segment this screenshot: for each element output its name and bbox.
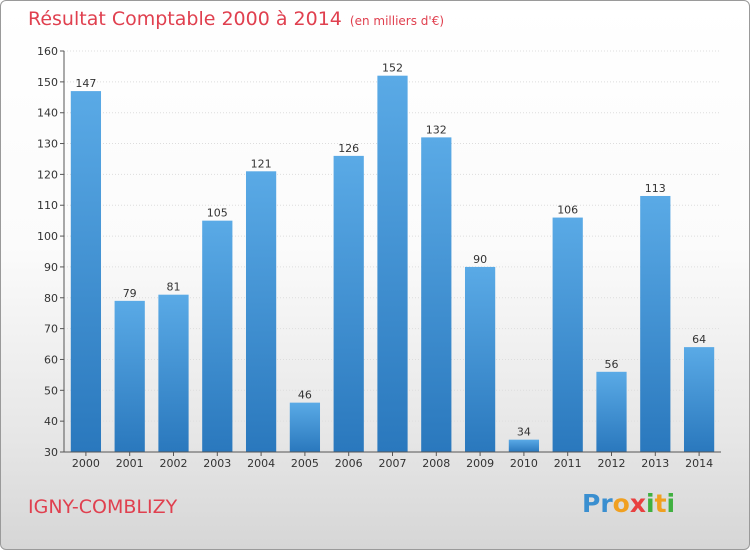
x-tick-label-2005: 2005 (291, 457, 319, 470)
y-tick-label: 60 (44, 353, 58, 366)
data-label-2005: 46 (298, 389, 312, 402)
x-tick-label-2014: 2014 (685, 457, 713, 470)
x-tick-label-2013: 2013 (641, 457, 669, 470)
bar-2013 (640, 195, 671, 452)
bar-2003 (202, 220, 233, 452)
bar-2004 (245, 171, 277, 453)
data-label-2003: 105 (207, 207, 228, 220)
data-label-2009: 90 (473, 253, 487, 266)
y-tick-label: 30 (44, 446, 58, 459)
bar-2012 (596, 371, 627, 452)
chart-title: Résultat Comptable 2000 à 2014 (en millie… (28, 8, 444, 30)
logo-letter: x (629, 489, 646, 518)
y-tick-label: 80 (44, 292, 58, 305)
bar-2011 (552, 217, 583, 452)
x-tick-label-2001: 2001 (116, 457, 144, 470)
bar-2006 (333, 155, 364, 452)
bar-2000 (70, 91, 102, 452)
x-tick-label-2002: 2002 (160, 457, 188, 470)
y-tick-label: 90 (44, 261, 58, 274)
y-tick-label: 100 (37, 230, 58, 243)
x-tick-label-2007: 2007 (379, 457, 407, 470)
data-label-2014: 64 (692, 333, 706, 346)
logo-letter: i (666, 489, 676, 518)
data-label-2007: 152 (382, 62, 403, 75)
y-tick-label: 70 (44, 323, 58, 336)
x-tick-label-2000: 2000 (72, 457, 100, 470)
bar-2001 (114, 300, 145, 452)
x-tick-label-2011: 2011 (554, 457, 582, 470)
logo-letter: i (646, 489, 655, 518)
bar-2007 (377, 75, 408, 452)
data-label-2010: 34 (517, 426, 531, 439)
y-tick-label: 40 (44, 415, 58, 428)
data-label-2000: 147 (75, 77, 96, 90)
y-tick-label: 150 (37, 76, 58, 89)
bar-2009 (464, 266, 496, 452)
data-label-2008: 132 (426, 123, 447, 136)
logo-letter: r (600, 489, 613, 518)
bar-2010 (508, 439, 540, 452)
x-tick-label-2009: 2009 (466, 457, 494, 470)
y-tick-label: 160 (37, 45, 58, 58)
data-label-2004: 121 (251, 157, 272, 170)
y-tick-label: 50 (44, 384, 58, 397)
logo-letter: o (612, 489, 630, 518)
logo-letter: P (582, 489, 601, 518)
y-tick-label: 130 (37, 138, 58, 151)
x-tick-label-2006: 2006 (335, 457, 363, 470)
bar-2005 (289, 402, 321, 452)
x-tick-label-2003: 2003 (203, 457, 231, 470)
chart-subtitle: (en milliers d'€) (349, 14, 445, 28)
data-label-2001: 79 (123, 287, 137, 300)
x-tick-label-2008: 2008 (422, 457, 450, 470)
bar-2008 (421, 137, 452, 452)
x-tick-label-2010: 2010 (510, 457, 538, 470)
proxiti-logo: Proxiti (582, 489, 675, 518)
place-name: IGNY-COMBLIZY (28, 496, 178, 518)
x-tick-label-2012: 2012 (598, 457, 626, 470)
x-tick-label-2004: 2004 (247, 457, 275, 470)
logo-letter: t (654, 489, 667, 518)
data-label-2006: 126 (338, 142, 359, 155)
y-tick-label: 120 (37, 168, 58, 181)
data-label-2012: 56 (605, 358, 619, 371)
data-label-2013: 113 (645, 182, 666, 195)
y-tick-label: 110 (37, 199, 58, 212)
bar-2002 (158, 294, 189, 452)
y-tick-label: 140 (37, 107, 58, 120)
bar-2014 (683, 347, 715, 452)
data-label-2002: 81 (167, 281, 181, 294)
data-label-2011: 106 (557, 204, 578, 217)
chart-title-main: Résultat Comptable 2000 à 2014 (28, 8, 342, 30)
